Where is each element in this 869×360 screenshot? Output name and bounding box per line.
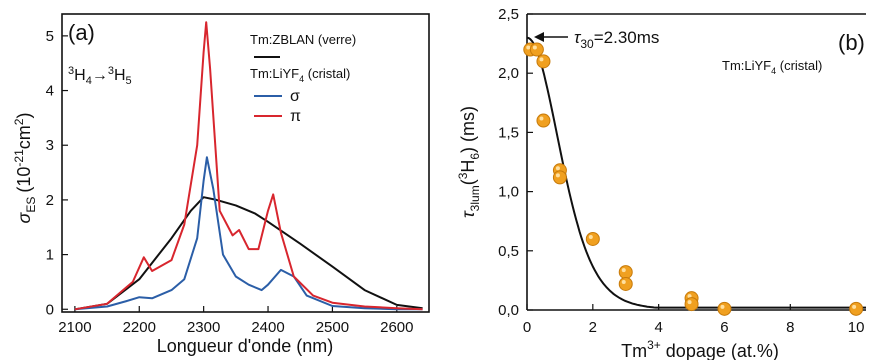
- y-tick-label-b: 0,0: [498, 302, 519, 319]
- panel-a-legend: Tm:ZBLAN (verre) Tm:LiYF4 (cristal) σ π: [250, 32, 356, 125]
- y-tick-label-a: 3: [46, 137, 54, 154]
- x-tick-label-a: 2500: [316, 319, 349, 336]
- y-tick-label-b: 2,0: [498, 65, 519, 82]
- data-point-highlight: [539, 57, 544, 62]
- data-point-highlight: [526, 45, 531, 50]
- tau30-annotation: τ30=2.30ms: [534, 28, 659, 51]
- x-tick-label-b: 10: [848, 319, 865, 336]
- y-tick-label-b: 1,5: [498, 124, 519, 141]
- y-tick-label-a: 1: [46, 247, 54, 264]
- data-point-highlight: [621, 268, 626, 273]
- transition-label: 3H4→3H5: [68, 65, 132, 87]
- panel-a-x-label: Longueur d'onde (nm): [157, 336, 334, 356]
- panel-b-x-label: Tm3+ dopage (at.%): [621, 338, 779, 360]
- data-point: [536, 113, 551, 128]
- data-point-highlight: [532, 45, 537, 50]
- data-point-highlight: [687, 300, 692, 305]
- data-point-highlight: [588, 234, 593, 239]
- tau30-label: τ30=2.30ms: [574, 28, 659, 51]
- y-tick-label-a: 5: [46, 28, 54, 45]
- series-line-glass: [74, 196, 423, 311]
- x-tick-label-a: 2600: [380, 319, 413, 336]
- legend-crystal-label: Tm:LiYF4 (cristal): [250, 66, 350, 84]
- panel-a-spectrum: 2100 2200 2300 2400 2500 2600 0 1 2 3 4 5 (a) 3H4→3…: [12, 13, 430, 356]
- data-point: [552, 170, 567, 185]
- series-line-sigma: [74, 156, 423, 311]
- x-tick-label-a: 2400: [251, 319, 284, 336]
- data-point: [585, 231, 600, 246]
- data-point-highlight: [852, 304, 857, 309]
- x-tick-label-b: 4: [654, 319, 662, 336]
- y-tick-label-a: 2: [46, 192, 54, 209]
- data-point: [536, 54, 551, 69]
- data-point: [618, 276, 633, 291]
- panel-a-ticks: 2100 2200 2300 2400 2500 2600 0 1 2 3 4 5: [46, 28, 414, 336]
- y-tick-label-b: 0,5: [498, 243, 519, 260]
- panel-b-label: (b): [838, 30, 865, 55]
- y-tick-label-b: 2,5: [498, 6, 519, 23]
- panel-a-series: [74, 21, 423, 311]
- x-tick-label-a: 2300: [187, 319, 220, 336]
- data-point: [529, 42, 544, 57]
- legend-sigma-label: σ: [290, 88, 300, 105]
- x-tick-label-a: 2100: [58, 319, 91, 336]
- data-point-highlight: [621, 279, 626, 284]
- x-tick-label-b: 6: [720, 319, 728, 336]
- panel-b-ticks: 0 2 4 6 8 10 0,0 0,5 1,0 1,5 2,0 2,5: [498, 6, 864, 336]
- data-point-highlight: [555, 173, 560, 178]
- panel-a-label: (a): [68, 20, 95, 45]
- data-point-highlight: [555, 166, 560, 171]
- panel-b-lifetime: 0 2 4 6 8 10 0,0 0,5 1,0 1,5 2,0 2,5 (b) τ30=2.30ms…: [456, 6, 866, 360]
- x-tick-label-b: 2: [589, 319, 597, 336]
- panel-b-sample-label: Tm:LiYF4 (cristal): [722, 58, 822, 76]
- x-tick-label-b: 8: [786, 319, 794, 336]
- panel-b-y-label: τ3lum(3H6) (ms): [456, 106, 482, 218]
- y-tick-label-a: 0: [46, 301, 54, 318]
- series-line-pi: [74, 21, 423, 311]
- data-point-highlight: [539, 116, 544, 121]
- data-point: [849, 301, 864, 316]
- data-point-highlight: [720, 304, 725, 309]
- panel-a-frame: [61, 13, 430, 313]
- y-tick-label-a: 4: [46, 83, 54, 100]
- data-point: [618, 265, 633, 280]
- x-tick-label-a: 2200: [123, 319, 156, 336]
- panel-b-fit-curve: [526, 36, 866, 309]
- data-point: [717, 301, 732, 316]
- legend-glass-label: Tm:ZBLAN (verre): [250, 32, 356, 47]
- data-point: [684, 297, 699, 312]
- panel-a-y-label: σES(10-21cm2): [12, 113, 38, 224]
- tau30-arrowhead: [534, 32, 544, 42]
- legend-pi-label: π: [290, 108, 301, 125]
- y-tick-label-b: 1,0: [498, 184, 519, 201]
- panel-b-points: [523, 42, 864, 316]
- x-tick-label-b: 0: [523, 319, 531, 336]
